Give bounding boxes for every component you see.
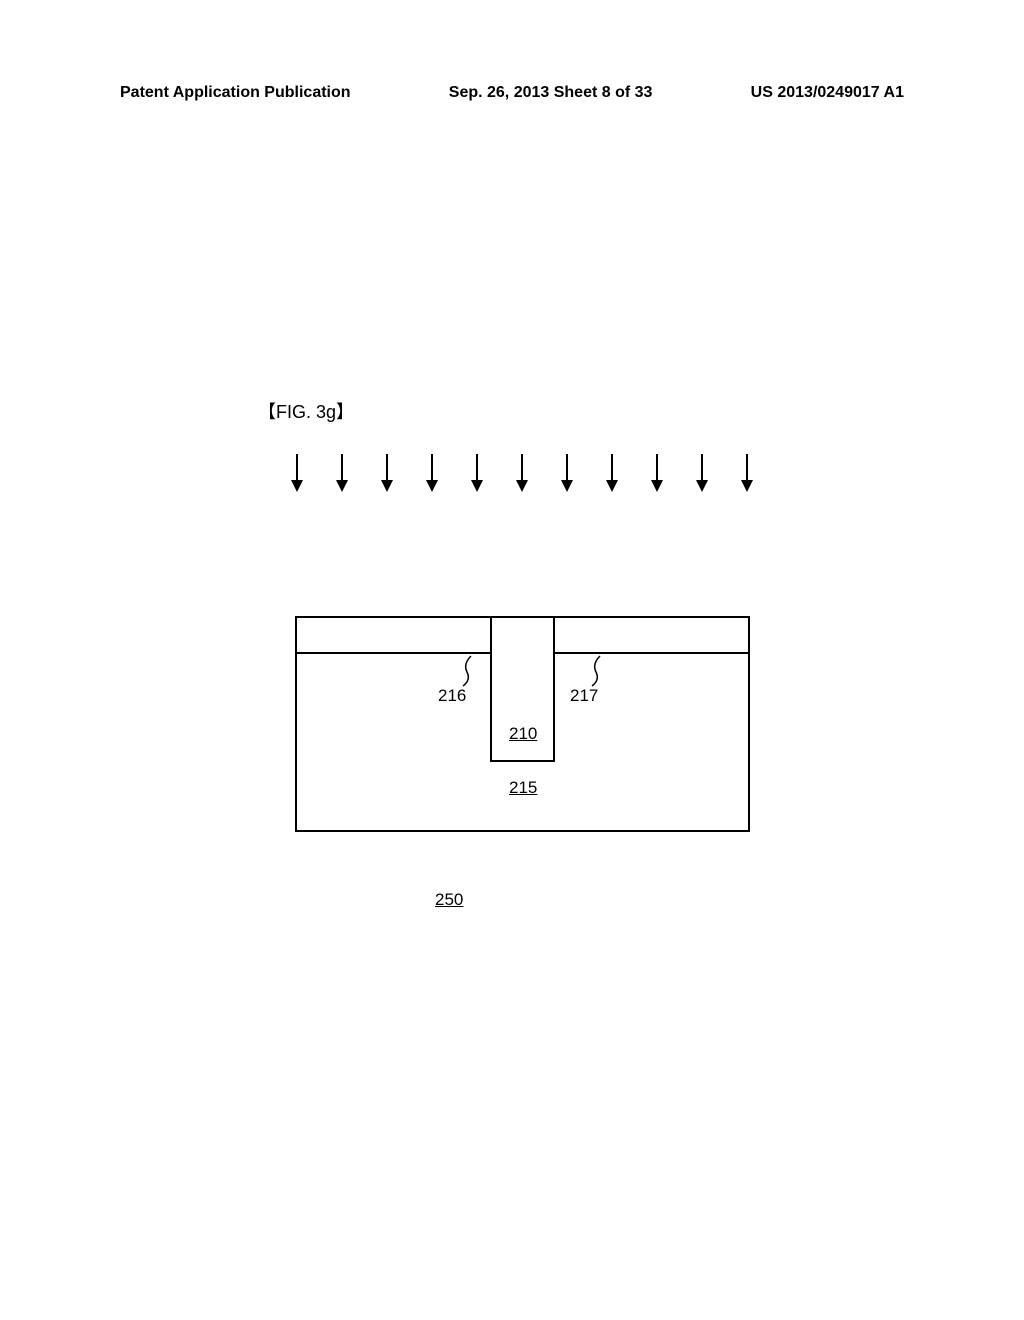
arrow-icon [605,452,619,492]
arrow-icon [560,452,574,492]
ref-label-250: 250 [435,890,463,910]
ref-label-210: 210 [509,724,537,744]
arrow-icon [380,452,394,492]
trench-right-wall [553,616,555,762]
arrow-icon [335,452,349,492]
arrow-icon [425,452,439,492]
leader-line-icon [453,654,477,690]
arrow-icon [740,452,754,492]
trench-left-wall [490,616,492,762]
arrow-icon [470,452,484,492]
header-right: US 2013/0249017 A1 [751,84,904,102]
leader-line-icon [582,654,606,690]
arrows-row [290,452,754,492]
ref-label-217: 217 [570,686,598,706]
ref-label-216: 216 [438,686,466,706]
figure-label: 【FIG. 3g】 [258,398,354,424]
arrow-icon [515,452,529,492]
header-center: Sep. 26, 2013 Sheet 8 of 33 [449,84,653,102]
arrow-icon [695,452,709,492]
page-header: Patent Application Publication Sep. 26, … [120,84,904,102]
ref-label-215: 215 [509,778,537,798]
cross-section-diagram: 216 217 210 215 [295,616,750,832]
trench-bottom [490,760,555,762]
arrow-icon [650,452,664,492]
arrow-icon [290,452,304,492]
header-left: Patent Application Publication [120,84,351,102]
